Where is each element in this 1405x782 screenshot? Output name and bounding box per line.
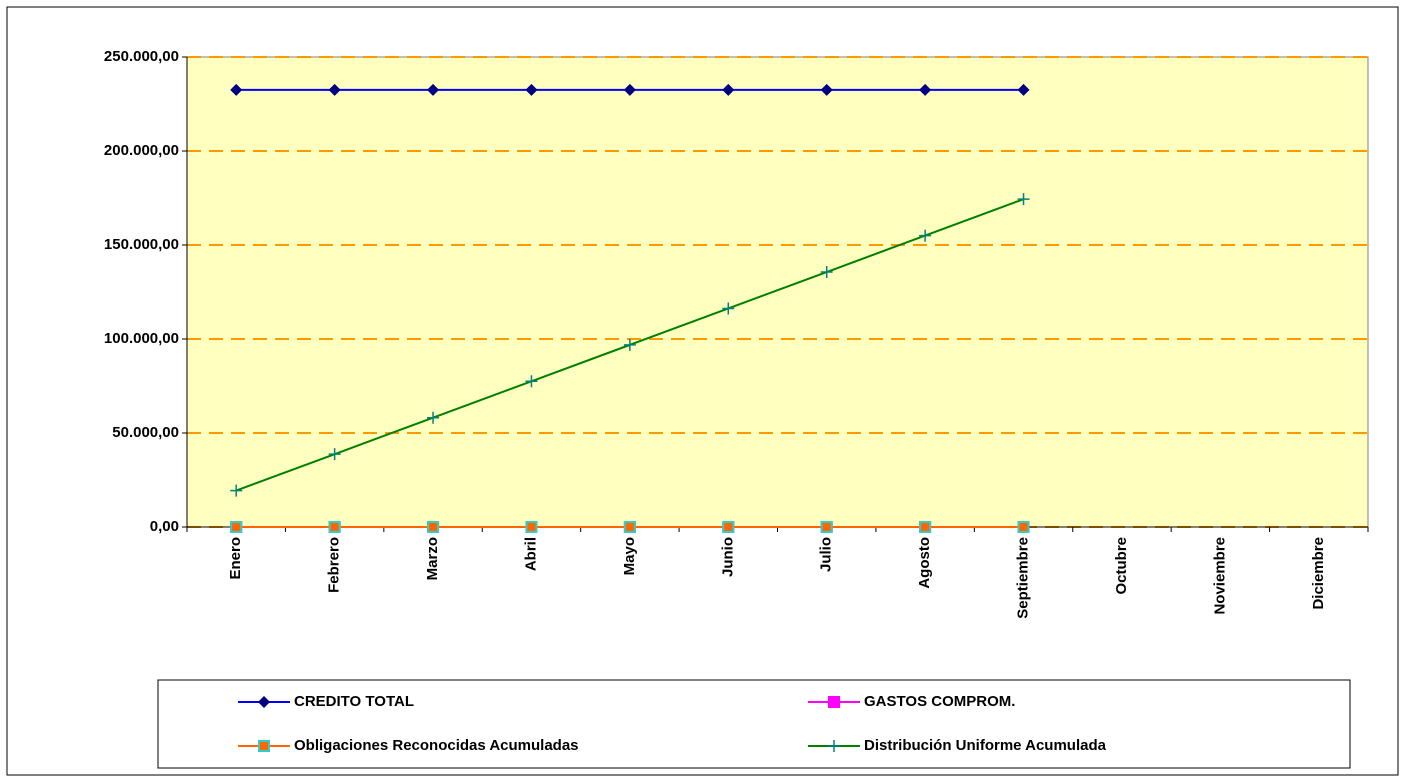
marker [1017,521,1030,533]
marker [623,521,636,533]
legend-label: GASTOS COMPROM. [864,693,1015,710]
legend-label: Obligaciones Reconocidas Acumuladas [294,737,579,754]
x-tick-label: Febrero [326,537,343,593]
x-tick-label: Marzo [424,537,441,580]
legend-label: CREDITO TOTAL [294,693,414,710]
marker [1017,83,1030,96]
marker [828,696,840,708]
marker [820,521,833,533]
x-tick-label: Octubre [1113,537,1130,595]
marker [525,375,538,388]
legend [157,679,1351,769]
marker [525,83,538,96]
x-tick-label: Mayo [621,537,638,575]
marker [427,83,440,96]
y-tick-label: 150.000,00 [104,236,179,253]
marker [820,266,833,279]
plot-area [186,56,1369,528]
y-tick-label: 100.000,00 [104,330,179,347]
marker [328,83,341,96]
x-tick-label: Junio [719,537,736,577]
y-tick-label: 200.000,00 [104,142,179,159]
marker [1017,193,1030,206]
marker [919,83,932,96]
x-tick-label: Julio [818,537,835,572]
marker [328,521,341,533]
marker [230,83,243,96]
marker [427,411,440,424]
marker [230,521,243,533]
x-tick-label: Agosto [916,537,933,589]
marker [919,521,932,533]
marker [258,740,270,752]
marker [919,229,932,242]
y-tick-label: 50.000,00 [112,424,179,441]
marker [722,521,735,533]
marker [427,521,440,533]
marker [820,83,833,96]
marker [623,338,636,351]
x-tick-label: Noviembre [1211,537,1228,615]
marker [525,521,538,533]
marker [722,302,735,315]
legend-label: Distribución Uniforme Acumulada [864,737,1107,754]
y-tick-label: 250.000,00 [104,48,179,65]
x-tick-label: Septiembre [1015,537,1032,619]
x-tick-label: Enero [227,537,244,580]
marker [722,83,735,96]
y-tick-label: 0,00 [150,518,179,535]
x-tick-label: Diciembre [1310,537,1327,610]
x-tick-label: Abril [522,537,539,571]
marker [328,448,341,461]
marker [258,696,270,708]
marker [828,740,840,752]
marker [230,484,243,497]
marker [623,83,636,96]
